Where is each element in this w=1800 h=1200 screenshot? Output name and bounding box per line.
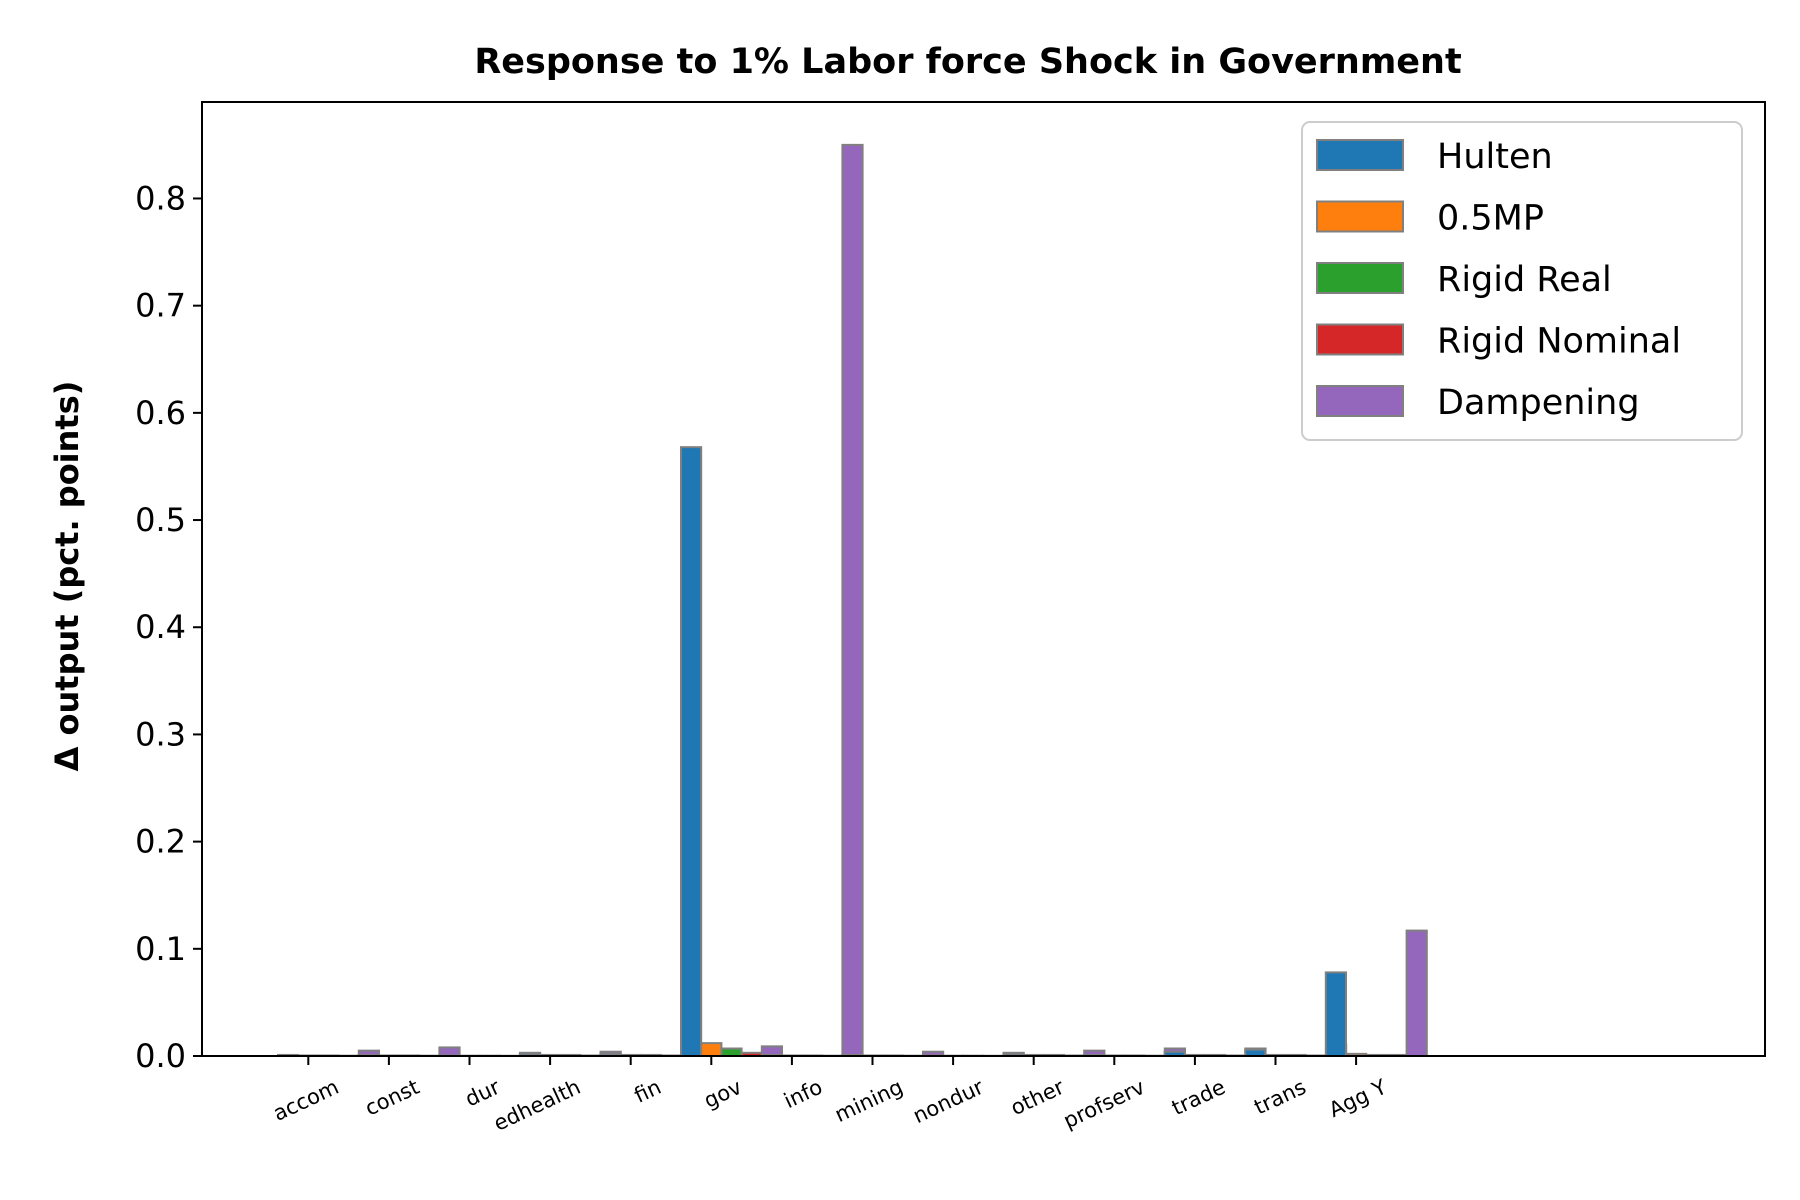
legend-swatch xyxy=(1316,139,1404,171)
x-tick-label: accom xyxy=(269,1075,342,1126)
y-tick-label: 0.2 xyxy=(135,823,186,861)
x-tick-label: const xyxy=(361,1075,423,1121)
legend-swatch xyxy=(1316,262,1404,294)
bar-hulten-agg-y xyxy=(1324,971,1348,1057)
legend-label: Hulten xyxy=(1437,137,1553,177)
legend-swatch xyxy=(1316,385,1404,417)
bars-group xyxy=(277,143,1428,1058)
x-tick-label: trans xyxy=(1251,1075,1310,1120)
bar-0-5mp-gov xyxy=(700,1042,723,1058)
x-tick-label: profserv xyxy=(1060,1075,1149,1133)
legend-box xyxy=(1301,121,1743,441)
x-tick-label: other xyxy=(1007,1075,1068,1121)
y-axis-label: Δ output (pct. points) xyxy=(48,381,86,772)
x-tick-label: gov xyxy=(700,1075,745,1113)
bar-rigid-real-gov xyxy=(720,1047,743,1057)
x-tick-label: fin xyxy=(631,1075,665,1108)
x-tick-label: trade xyxy=(1168,1075,1229,1120)
chart-title: Response to 1% Labor force Shock in Gove… xyxy=(474,42,1461,82)
legend-label: 0.5MP xyxy=(1437,199,1544,239)
bar-dampening-info xyxy=(841,143,864,1057)
legend-swatch xyxy=(1316,200,1404,233)
bar-hulten-gov xyxy=(680,446,703,1058)
legend-label: Rigid Nominal xyxy=(1437,322,1681,362)
legend: Hulten 0.5MP Rigid Real Rigid Nominal Dampen… xyxy=(1301,121,1743,441)
y-axis-ticks: 0.0 0.1 0.2 0.3 0.4 0.5 0.6 0.7 0.8 xyxy=(135,179,202,1075)
y-tick-label: 0.0 xyxy=(135,1037,186,1075)
y-tick-label: 0.7 xyxy=(135,287,186,325)
y-tick-label: 0.5 xyxy=(135,501,186,539)
x-tick-label: Agg Y xyxy=(1325,1075,1390,1122)
y-tick-label: 0.6 xyxy=(135,394,186,432)
y-tick-label: 0.4 xyxy=(135,608,186,646)
legend-label: Rigid Real xyxy=(1437,260,1612,300)
x-tick-label: edhealth xyxy=(490,1075,584,1136)
y-tick-label: 0.1 xyxy=(135,930,186,968)
plot-frame xyxy=(201,101,1766,1057)
x-tick-label: mining xyxy=(831,1075,906,1127)
legend-label: Dampening xyxy=(1437,383,1640,423)
bar-dampening-agg-y xyxy=(1405,929,1428,1057)
y-tick-label: 0.8 xyxy=(135,179,186,217)
x-tick-label: nondur xyxy=(909,1075,987,1128)
x-tick-label: dur xyxy=(461,1075,503,1112)
x-tick-label: info xyxy=(780,1075,826,1113)
legend-swatch xyxy=(1316,323,1404,356)
y-tick-label: 0.3 xyxy=(135,715,186,753)
